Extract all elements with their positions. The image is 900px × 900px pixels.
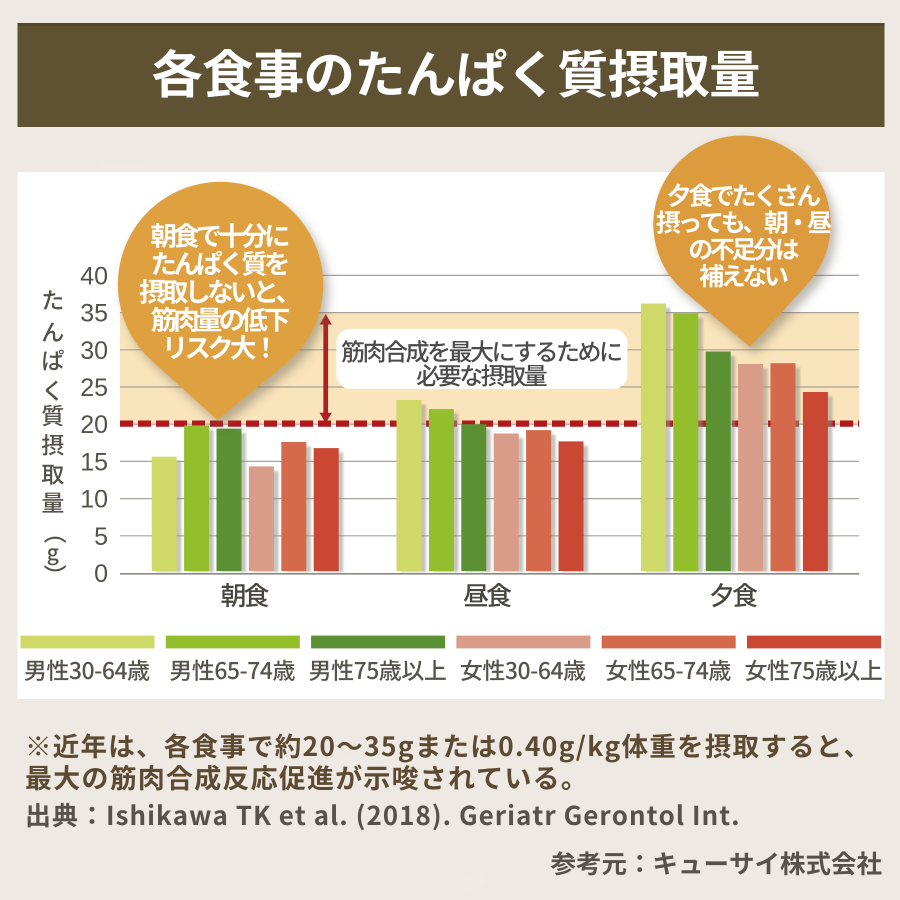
svg-text:20: 20 [80, 411, 108, 439]
svg-text:35: 35 [80, 300, 108, 328]
svg-text:10: 10 [80, 486, 108, 514]
svg-text:5: 5 [94, 523, 108, 551]
svg-text:40: 40 [80, 262, 108, 290]
svg-text:30: 30 [80, 337, 108, 365]
svg-text:15: 15 [80, 448, 108, 476]
svg-text:0: 0 [94, 560, 108, 588]
svg-text:25: 25 [80, 374, 108, 402]
